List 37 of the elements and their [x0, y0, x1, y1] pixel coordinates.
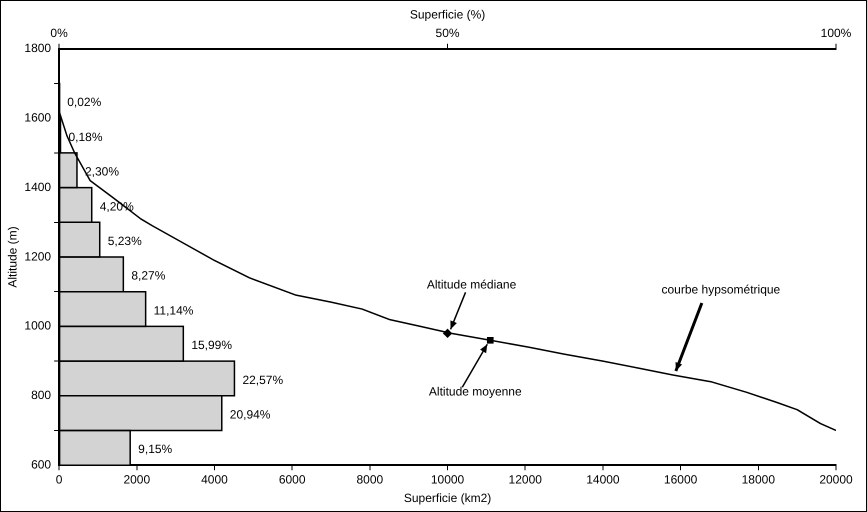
x-tick-label: 18000	[742, 472, 776, 487]
data-label: 0,02%	[67, 95, 102, 110]
x-tick-label: 12000	[508, 472, 542, 487]
x2-tick-label: 100%	[820, 26, 852, 40]
data-label: 8,27%	[131, 268, 166, 283]
x-tick-label: 4000	[201, 472, 228, 487]
data-label: 5,23%	[108, 234, 142, 248]
x-tick-label: 14000	[586, 472, 620, 487]
y-tick-label: 1200	[24, 249, 52, 264]
data-label: 22,57%	[242, 372, 284, 387]
annotation: Altitude médiane	[426, 278, 517, 292]
data-label: 2,30%	[84, 164, 120, 179]
x-tick-label: 16000	[664, 472, 698, 487]
y-tick-label: 800	[31, 388, 52, 402]
y-tick-label: 1000	[24, 318, 52, 333]
x-tick-label: 10000	[430, 472, 465, 487]
data-label: 9,15%	[138, 442, 173, 456]
annotation: Altitude moyenne	[428, 384, 522, 399]
data-label: 0,18%	[68, 130, 103, 144]
data-label: 11,14%	[154, 303, 194, 318]
x-tick-label: 0	[56, 472, 63, 487]
y-tick-label: 1800	[24, 41, 52, 56]
x-tick-label: 8000	[356, 472, 384, 487]
x-tick-label: 2000	[123, 472, 150, 487]
y-tick-label: 1400	[24, 180, 52, 194]
x2-tick-label: 50%	[436, 26, 460, 40]
x-axis-title: Superficie (km2)	[404, 491, 492, 506]
x-tick-label: 20000	[819, 472, 854, 487]
y-tick-label: 600	[31, 458, 52, 472]
annotation: courbe hypsométrique	[661, 282, 781, 296]
x2-axis-title: Superficie (%)	[410, 8, 486, 22]
x2-tick-label: 0%	[50, 26, 68, 40]
x-tick-label: 6000	[278, 472, 306, 487]
data-label: 15,99%	[191, 338, 232, 352]
y-tick-label: 1600	[24, 110, 52, 125]
y-axis-title: Altitude (m)	[6, 226, 20, 288]
data-label: 20,94%	[230, 407, 271, 422]
